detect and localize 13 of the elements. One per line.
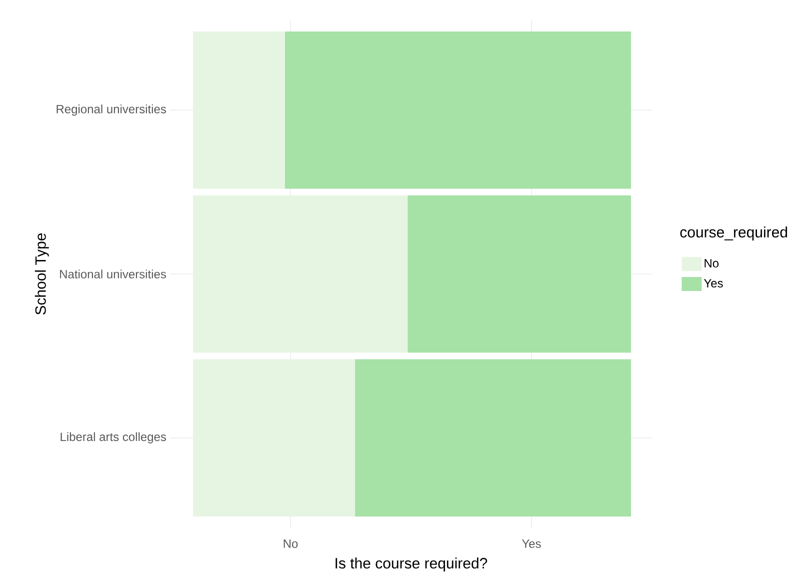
bar (355, 359, 631, 517)
y-tick-label: Regional universities (56, 104, 166, 116)
bar (408, 195, 631, 353)
legend-label: No (704, 259, 719, 268)
text: Yes (522, 540, 541, 548)
y-axis-title: School Type (34, 233, 49, 315)
x-axis-title: Is the course required? (336, 558, 488, 572)
legend-title: course_required (680, 226, 788, 240)
legend-label: Yes (704, 279, 723, 288)
y-tick-label: Liberal arts colleges (60, 432, 166, 444)
y-tick-label: National universities (60, 270, 166, 278)
bar (284, 31, 631, 189)
text: No (284, 540, 298, 548)
